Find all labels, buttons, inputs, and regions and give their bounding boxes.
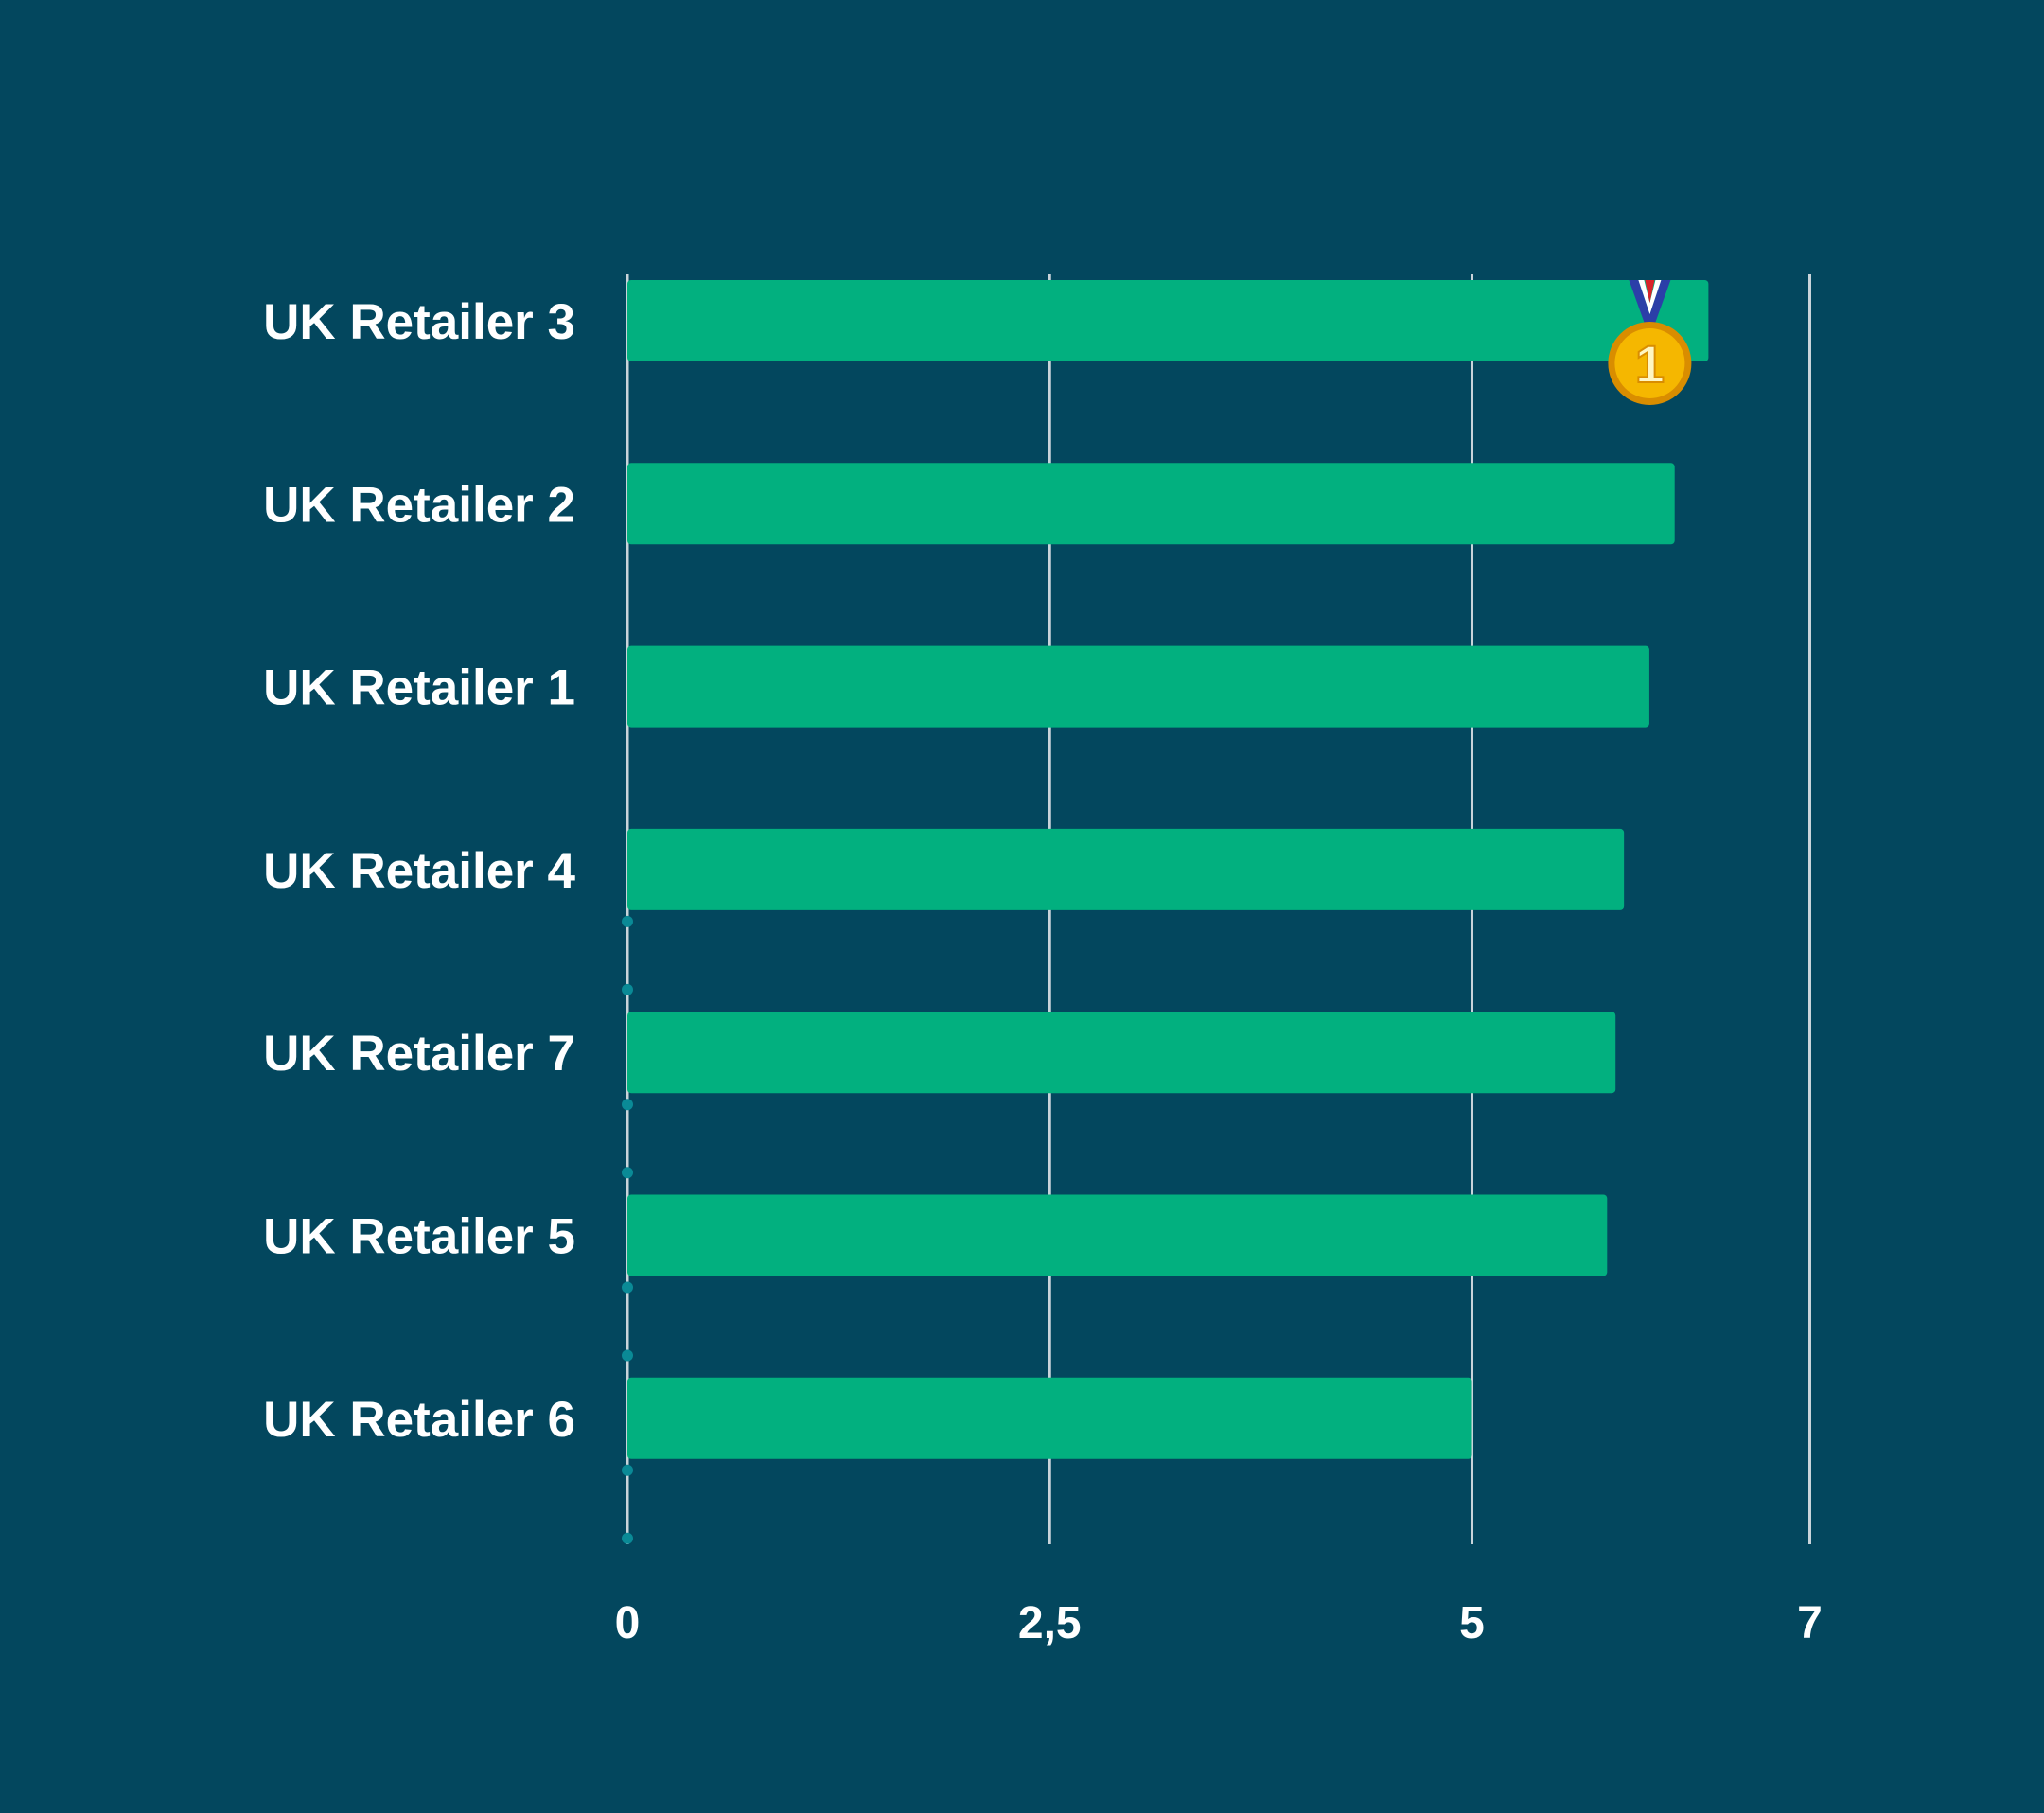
x-tick-label: 0 — [615, 1598, 641, 1648]
category-label: UK Retailer 7 — [263, 1026, 575, 1082]
bar-uk-retailer-2 — [627, 463, 1675, 545]
axis-dot — [622, 1349, 633, 1362]
axis-dot — [622, 1281, 633, 1294]
axis-dot — [622, 1167, 633, 1179]
bar-uk-retailer-1 — [627, 645, 1649, 728]
medal-ribbon-stripe — [1638, 280, 1662, 314]
medal-ribbon — [1629, 280, 1671, 327]
bar-uk-retailer-4 — [627, 828, 1625, 910]
axis-dots — [622, 915, 633, 1544]
axis-dot — [622, 1099, 633, 1111]
medal-rank-text: 1 — [1635, 334, 1665, 394]
x-tick-label: 7 — [1797, 1598, 1823, 1648]
category-label: UK Retailer 5 — [263, 1209, 575, 1265]
category-label: UK Retailer 3 — [263, 294, 575, 350]
bar-uk-retailer-7 — [627, 1012, 1616, 1094]
category-label: UK Retailer 1 — [263, 660, 575, 716]
bar-uk-retailer-6 — [627, 1377, 1472, 1459]
x-tick-label: 5 — [1459, 1598, 1485, 1648]
gold-medal-icon: 1 — [1608, 280, 1692, 405]
category-label: UK Retailer 4 — [263, 843, 575, 899]
medal-disc — [1614, 328, 1685, 398]
bar-uk-retailer-5 — [627, 1194, 1608, 1276]
axis-dot — [622, 983, 633, 995]
axis-dot — [622, 915, 633, 927]
x-tick-label: 2,5 — [1018, 1598, 1082, 1648]
axis-dot — [622, 1464, 633, 1476]
category-label: UK Retailer 2 — [263, 477, 575, 533]
x-axis-tick-labels: 0 2,5 5 7 — [615, 1598, 1823, 1648]
bars — [627, 280, 1709, 1459]
axis-dot — [622, 1532, 633, 1544]
category-labels: UK Retailer 3 UK Retailer 2 UK Retailer 1 U… — [263, 294, 575, 1448]
bar-uk-retailer-3 — [627, 280, 1709, 361]
medal-ribbon-center — [1645, 280, 1655, 303]
category-label: UK Retailer 6 — [263, 1392, 575, 1448]
